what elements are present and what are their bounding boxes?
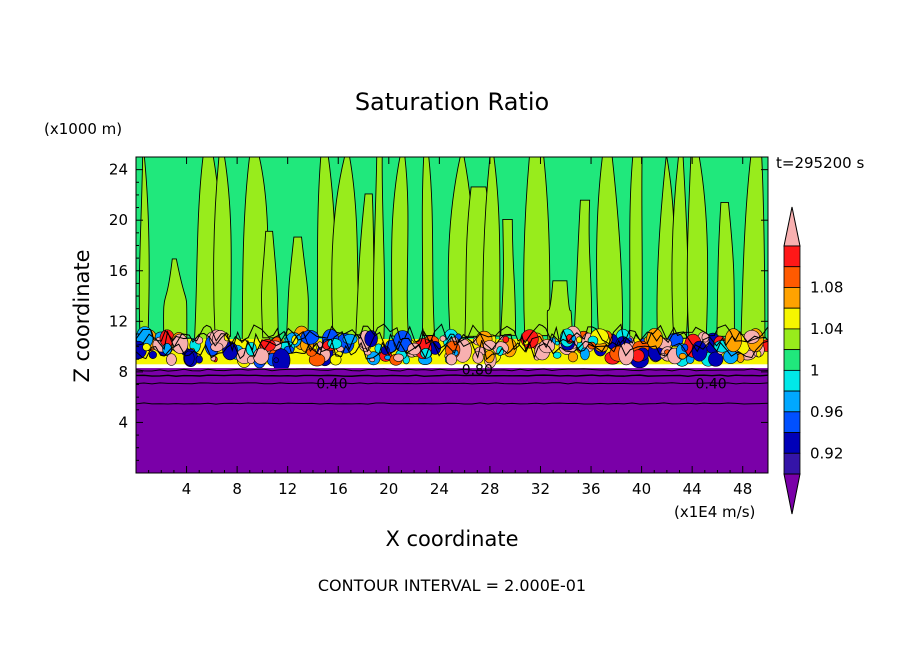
cloud-cell <box>142 343 151 352</box>
colorbar-swatch <box>783 452 801 475</box>
x-tick-label: 16 <box>329 480 348 498</box>
colorbar: 0.92 0.96 1 1.04 1.08 <box>783 206 843 515</box>
moist-plume <box>213 157 232 337</box>
cloud-cell <box>393 353 404 362</box>
cloud-cell <box>420 347 432 359</box>
x-tick-label: 24 <box>430 480 449 498</box>
colorbar-swatch <box>783 245 801 268</box>
x-tick-label: 32 <box>531 480 550 498</box>
colorbar-swatch <box>783 369 801 392</box>
cloud-cell <box>554 340 560 346</box>
chart-title: Saturation Ratio <box>354 88 550 116</box>
cloud-cell <box>166 353 177 366</box>
colorbar-over-arrow <box>783 206 801 247</box>
cloud-cell <box>439 335 447 342</box>
cloud-cell <box>253 347 270 365</box>
contour-label: 0.40 <box>316 376 347 392</box>
contour-label: 0.40 <box>696 376 727 392</box>
moist-plume <box>261 230 279 339</box>
moist-plume <box>740 157 766 339</box>
x-tick-label: 4 <box>182 480 192 498</box>
cloud-cell <box>148 350 157 359</box>
cloud-cell <box>567 351 578 363</box>
contour-line <box>136 374 768 377</box>
cloud-cell <box>681 343 689 352</box>
x-axis-label: X coordinate <box>385 527 519 551</box>
colorbar-swatch <box>783 432 801 454</box>
cloud-cell <box>520 329 539 349</box>
moist-plume <box>163 258 188 339</box>
x-tick-label: 36 <box>581 480 600 498</box>
x-tick-label: 48 <box>733 480 752 498</box>
moist-plume <box>573 199 593 343</box>
time-stamp: t=295200 s <box>776 154 865 172</box>
cloud-cell <box>184 350 195 366</box>
cloud-cell <box>308 353 326 367</box>
cloud-cell <box>300 329 319 345</box>
dry-layer-fill <box>136 368 768 473</box>
x-tick-label: 8 <box>232 480 242 498</box>
moist-plume <box>421 157 436 336</box>
cloud-cell <box>327 338 342 350</box>
moist-plume <box>596 157 624 337</box>
contour-label: 0.80 <box>462 362 493 378</box>
y-tick-label: 8 <box>118 363 128 381</box>
colorbar-label: 1.08 <box>810 278 843 296</box>
colorbar-swatch <box>783 390 801 413</box>
cloud-cell <box>273 357 279 363</box>
colorbar-swatch <box>783 307 801 330</box>
cloud-cell <box>445 353 458 366</box>
colorbar-under-arrow <box>783 473 801 515</box>
moist-plume <box>138 157 150 337</box>
y-axis-unit: (x1000 m) <box>44 120 123 138</box>
colorbar-swatch <box>783 411 801 433</box>
x-tick-label: 44 <box>683 480 702 498</box>
contour-line <box>136 382 768 385</box>
moist-plume <box>482 157 501 337</box>
moist-plume <box>686 157 709 341</box>
cloud-cell <box>576 336 583 344</box>
cloud-cell <box>708 351 724 367</box>
cloud-cell <box>724 328 742 353</box>
colorbar-label: 1.04 <box>810 320 843 338</box>
x-tick-label: 28 <box>480 480 499 498</box>
moist-plume <box>285 236 309 342</box>
moist-plume <box>372 157 386 344</box>
cloud-cell <box>691 340 708 362</box>
colorbar-swatch <box>783 287 801 309</box>
colorbar-label: 0.92 <box>810 444 843 462</box>
moist-plume <box>523 157 551 337</box>
cloud-cell <box>552 351 562 359</box>
y-tick-label: 20 <box>109 211 128 229</box>
cloud-cell <box>210 342 224 352</box>
colorbar-swatch <box>783 328 801 351</box>
saturation-field: 0.40 0.80 0.40 <box>136 157 768 473</box>
cloud-cell <box>195 355 203 364</box>
cloud-cell <box>678 353 687 360</box>
y-tick-label: 4 <box>118 413 128 431</box>
y-tick-label: 12 <box>109 312 128 330</box>
colorbar-label: 0.96 <box>810 403 843 421</box>
contour-line <box>136 402 768 405</box>
x-tick-label: 20 <box>379 480 398 498</box>
cloud-cell <box>502 335 510 343</box>
moist-plume <box>500 219 517 336</box>
moist-plume <box>546 280 573 341</box>
x-tick-label: 12 <box>278 480 297 498</box>
colorbar-swatch <box>783 349 801 371</box>
moist-plume <box>391 157 409 337</box>
y-tick-label: 24 <box>109 161 128 179</box>
contour-interval-note: CONTOUR INTERVAL = 2.000E-01 <box>317 576 587 595</box>
x-tick-label: 40 <box>632 480 651 498</box>
cloud-cell <box>483 340 497 351</box>
y-tick-label: 16 <box>109 262 128 280</box>
colorbar-swatch <box>783 266 801 288</box>
moist-plume <box>629 157 643 343</box>
contour-line <box>136 368 768 372</box>
colorbar-label: 1 <box>810 361 820 379</box>
x-axis-unit: (x1E4 m/s) <box>674 503 756 521</box>
cloud-contours <box>136 323 768 361</box>
moist-plume <box>716 201 735 337</box>
